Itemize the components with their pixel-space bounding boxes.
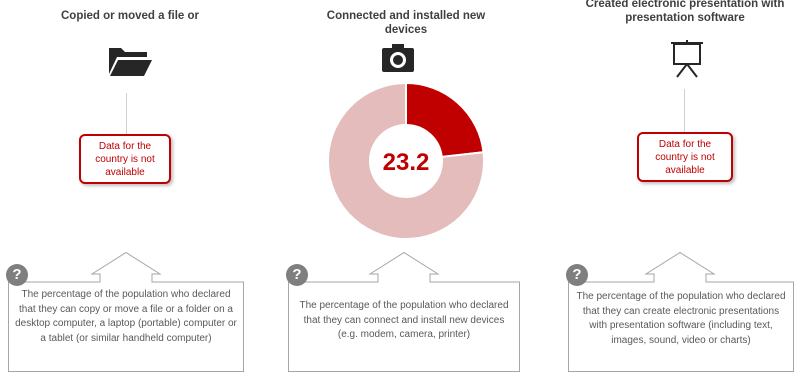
column-title-copy-file: Copied or moved a file or xyxy=(60,10,200,22)
donut-slice-remainder xyxy=(327,81,485,240)
description-text: The percentage of the population who dec… xyxy=(15,289,237,344)
data-not-available-badge: Data for the country is not available xyxy=(79,134,171,184)
donut-chart xyxy=(327,81,485,240)
callout-outline xyxy=(288,252,520,372)
description-text: The percentage of the population who dec… xyxy=(299,300,509,340)
description-card-connect-devices: ? The percentage of the population who d… xyxy=(286,252,520,372)
column-title-connect-devices: Connected and installed new devices xyxy=(326,10,486,36)
data-not-available-badge: Data for the country is not available xyxy=(637,132,733,182)
column-title-presentation: Created electronic presentation with pre… xyxy=(585,0,785,24)
camera-icon xyxy=(382,44,414,72)
connector-line xyxy=(684,89,685,133)
connector-line xyxy=(126,93,127,135)
callout-outline xyxy=(8,252,244,372)
help-icon: ? xyxy=(286,264,308,286)
folder-icon xyxy=(109,48,152,76)
callout-outline xyxy=(568,252,794,372)
description-text: The percentage of the population who dec… xyxy=(576,291,786,346)
description-card-copy-file: ? The percentage of the population who d… xyxy=(6,252,244,372)
presentation-easel-icon xyxy=(671,40,703,78)
donut-center-value: 23.2 xyxy=(382,149,430,176)
help-icon: ? xyxy=(6,264,28,286)
donut-slice-value xyxy=(405,81,485,159)
help-icon: ? xyxy=(566,264,588,286)
description-card-presentation: ? The percentage of the population who d… xyxy=(566,252,794,372)
